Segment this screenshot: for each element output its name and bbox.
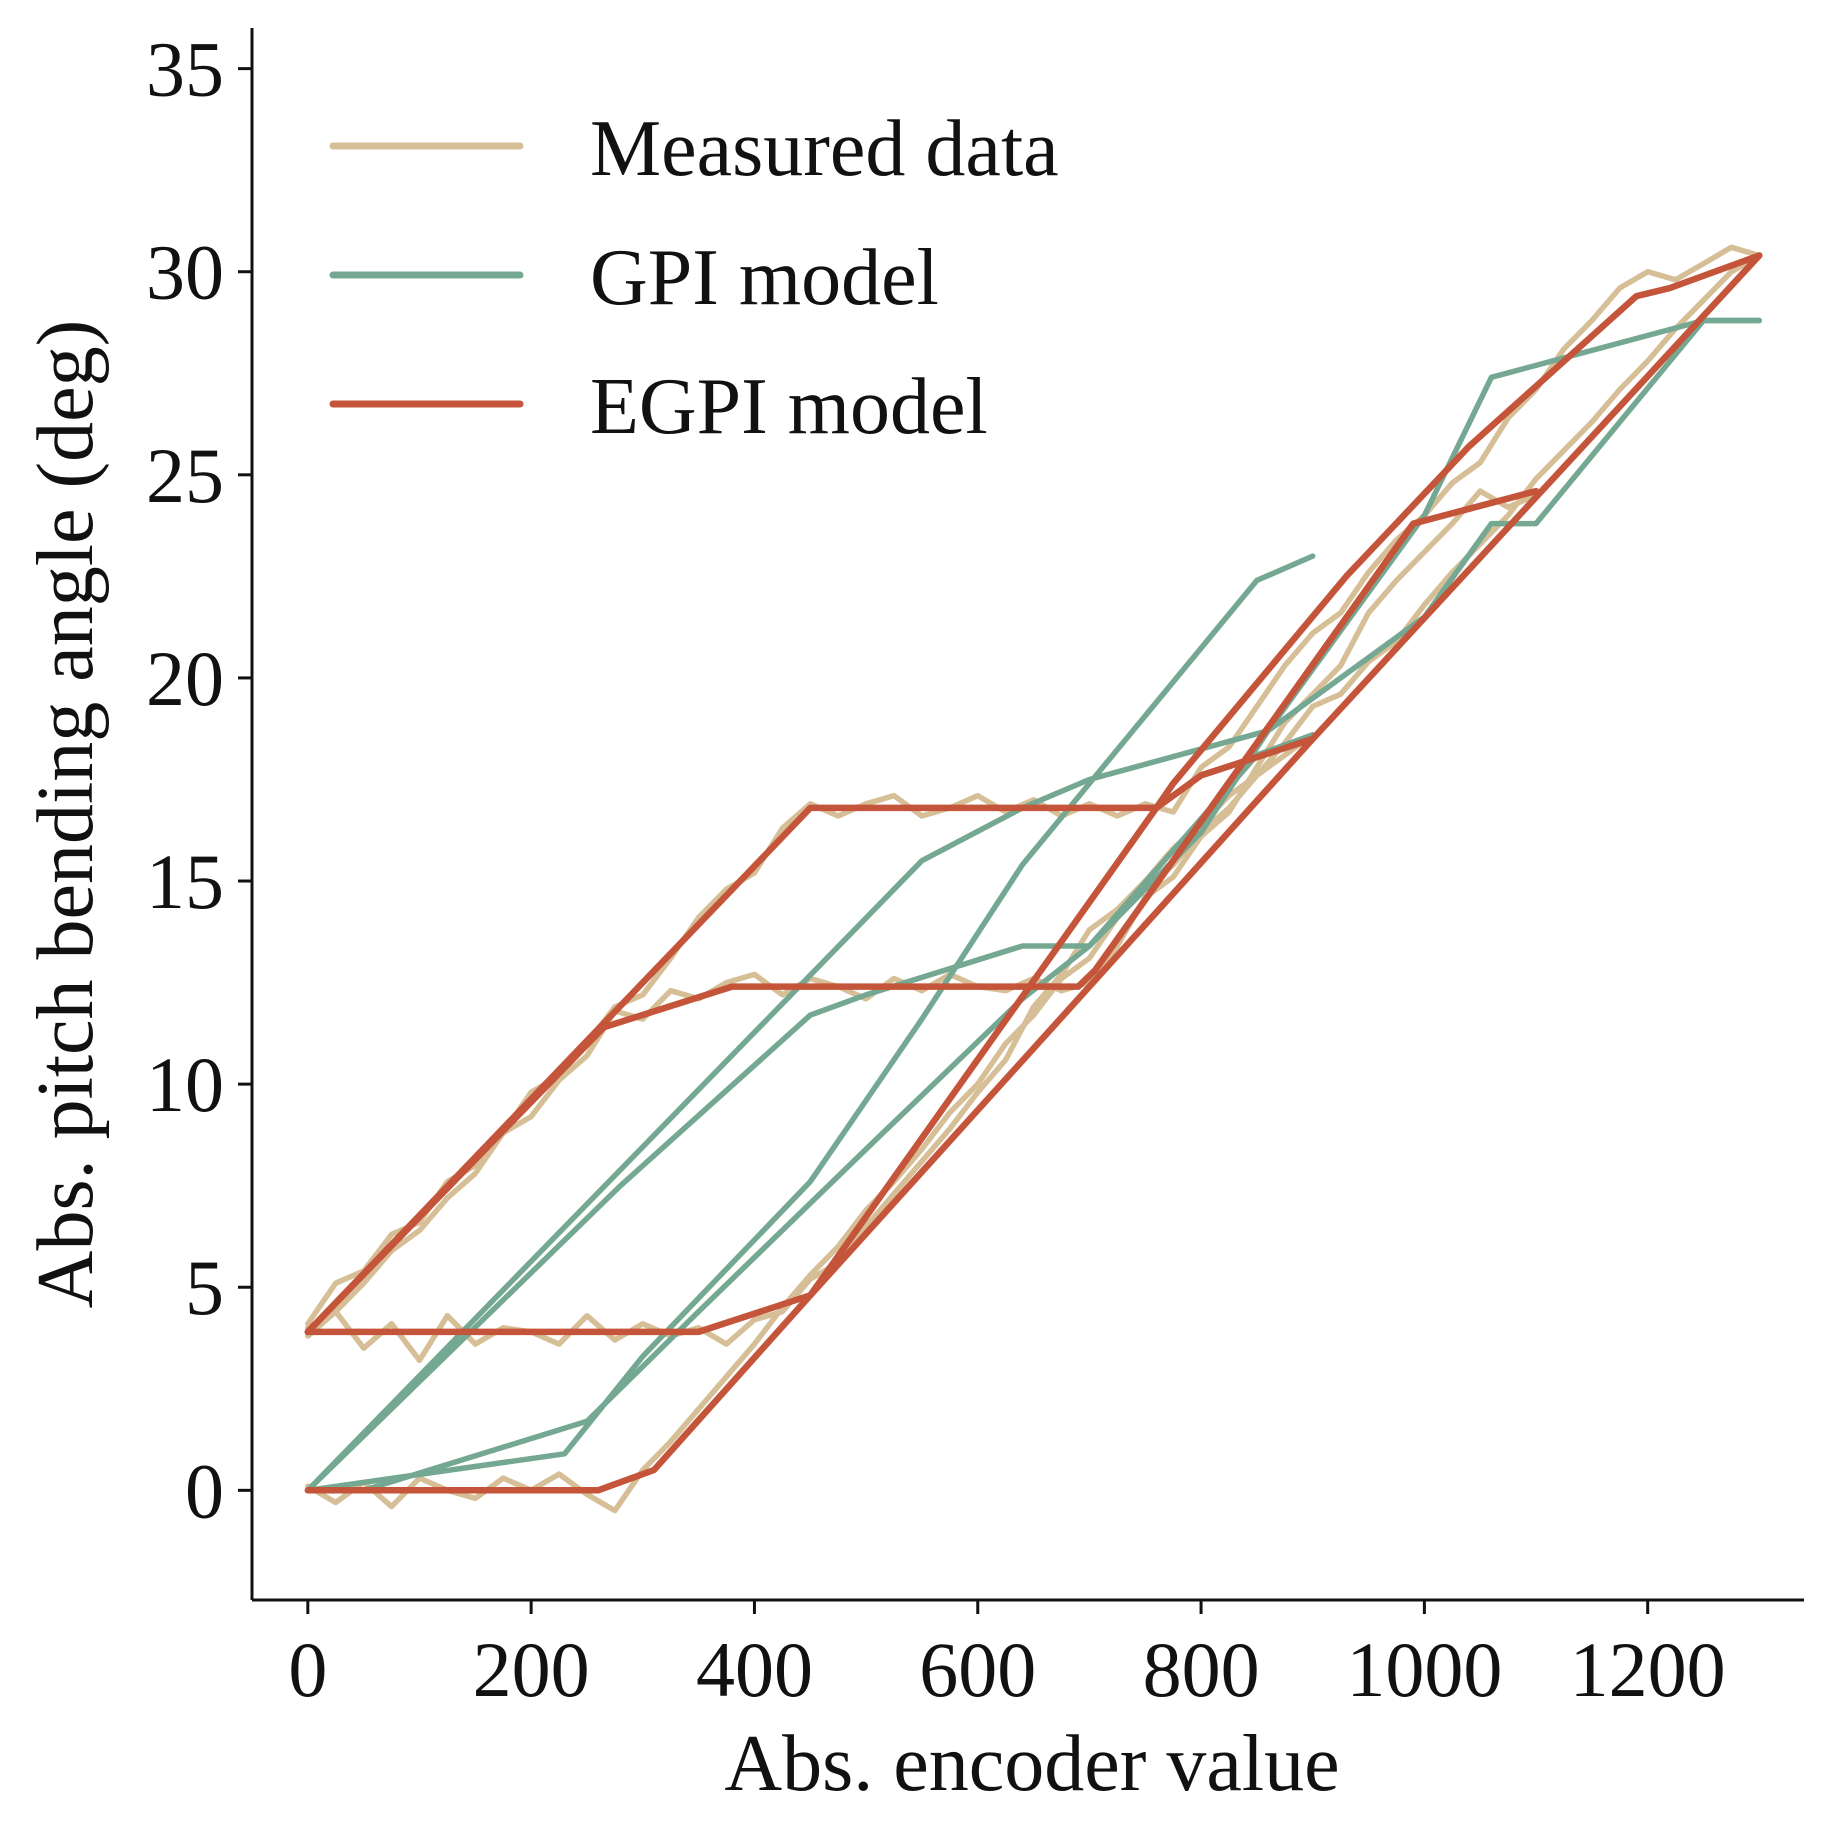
- y-axis-title: Abs. pitch bending angle (deg): [22, 320, 110, 1309]
- series-measured-data-curve-3: [305, 252, 1763, 1364]
- series-measured-data-curve-4: [305, 732, 1316, 1514]
- x-tick-label-1200: 1200: [1570, 1626, 1726, 1713]
- series-layer: [304, 244, 1763, 1514]
- y-tick-label-0: 0: [185, 1447, 224, 1534]
- y-tick-label-35: 35: [146, 26, 224, 113]
- series-egpi-model-curve-1: [304, 252, 1763, 1336]
- y-tick-label-30: 30: [146, 229, 224, 316]
- x-axis-title: Abs. encoder value: [724, 1720, 1339, 1808]
- x-tick-label-800: 800: [1143, 1626, 1260, 1713]
- series-gpi-model-curve-2: [305, 317, 1763, 1494]
- x-tick-label-600: 600: [919, 1626, 1036, 1713]
- y-tick-label-20: 20: [146, 635, 224, 722]
- legend: Measured data GPI model EGPI model: [329, 105, 1059, 451]
- x-tick-label-200: 200: [473, 1626, 590, 1713]
- axes-layer: [250, 28, 1804, 1602]
- series-egpi-model-curve-4: [304, 252, 1763, 1494]
- series-measured-data-curve-1: [305, 244, 1763, 1327]
- series-gpi-model-curve-3: [305, 553, 1316, 1494]
- legend-label-gpi: GPI model: [590, 234, 939, 322]
- series-egpi-model-curve-2: [304, 487, 1540, 1336]
- ticks-layer: 0 200 400 600 800 1000 1200 0 5 10 15 20 25 30 35: [146, 26, 1726, 1713]
- series-gpi-model-curve-1: [305, 317, 1763, 1494]
- y-tick-label-15: 15: [146, 838, 224, 925]
- x-tick-label-1000: 1000: [1346, 1626, 1502, 1713]
- x-tick-label-0: 0: [288, 1626, 327, 1713]
- x-tick-label-400: 400: [696, 1626, 813, 1713]
- y-tick-label-25: 25: [146, 432, 224, 519]
- y-tick-label-10: 10: [146, 1041, 224, 1128]
- y-tick-label-5: 5: [185, 1244, 224, 1331]
- series-measured-data-curve-2: [305, 488, 1539, 1331]
- series-gpi-model-curve-4: [305, 732, 1316, 1494]
- legend-label-egpi: EGPI model: [590, 363, 988, 451]
- series-egpi-model-curve-3: [304, 735, 1316, 1336]
- legend-label-measured: Measured data: [590, 105, 1059, 193]
